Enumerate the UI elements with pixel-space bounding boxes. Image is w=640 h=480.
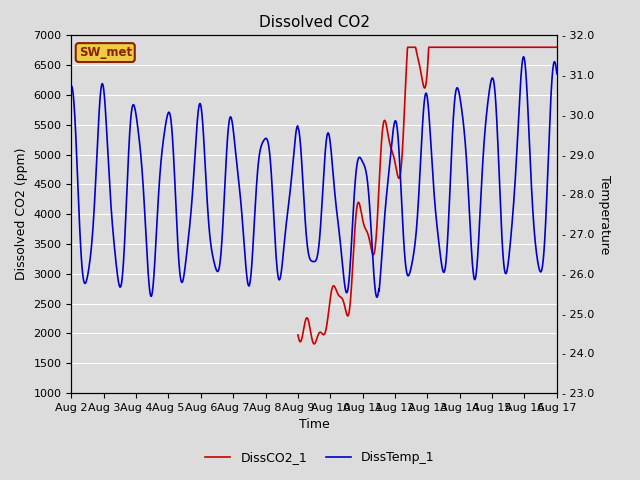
X-axis label: Time: Time xyxy=(299,419,330,432)
DissTemp_1 xyxy=(92,168,100,173)
DissTemp_1 xyxy=(520,54,527,60)
DissCO2_1 xyxy=(539,44,547,50)
DissTemp_1 xyxy=(553,71,561,76)
DissCO2_1 xyxy=(553,44,561,50)
DissTemp_1 xyxy=(68,83,76,89)
DissCO2_1 xyxy=(450,44,458,50)
Text: SW_met: SW_met xyxy=(79,46,132,59)
Y-axis label: Temperature: Temperature xyxy=(598,175,611,254)
DissTemp_1 xyxy=(539,260,547,265)
DissTemp_1 xyxy=(291,142,298,147)
Line: DissCO2_1: DissCO2_1 xyxy=(298,47,557,344)
DissTemp_1 xyxy=(450,108,458,113)
Legend: DissCO2_1, DissTemp_1: DissCO2_1, DissTemp_1 xyxy=(200,446,440,469)
DissTemp_1 xyxy=(303,243,311,249)
Y-axis label: Dissolved CO2 (ppm): Dissolved CO2 (ppm) xyxy=(15,148,28,280)
DissTemp_1 xyxy=(373,294,381,300)
Title: Dissolved CO2: Dissolved CO2 xyxy=(259,15,370,30)
DissTemp_1 xyxy=(540,257,547,263)
DissCO2_1 xyxy=(539,44,547,50)
DissCO2_1 xyxy=(303,315,311,321)
Line: DissTemp_1: DissTemp_1 xyxy=(72,57,557,297)
